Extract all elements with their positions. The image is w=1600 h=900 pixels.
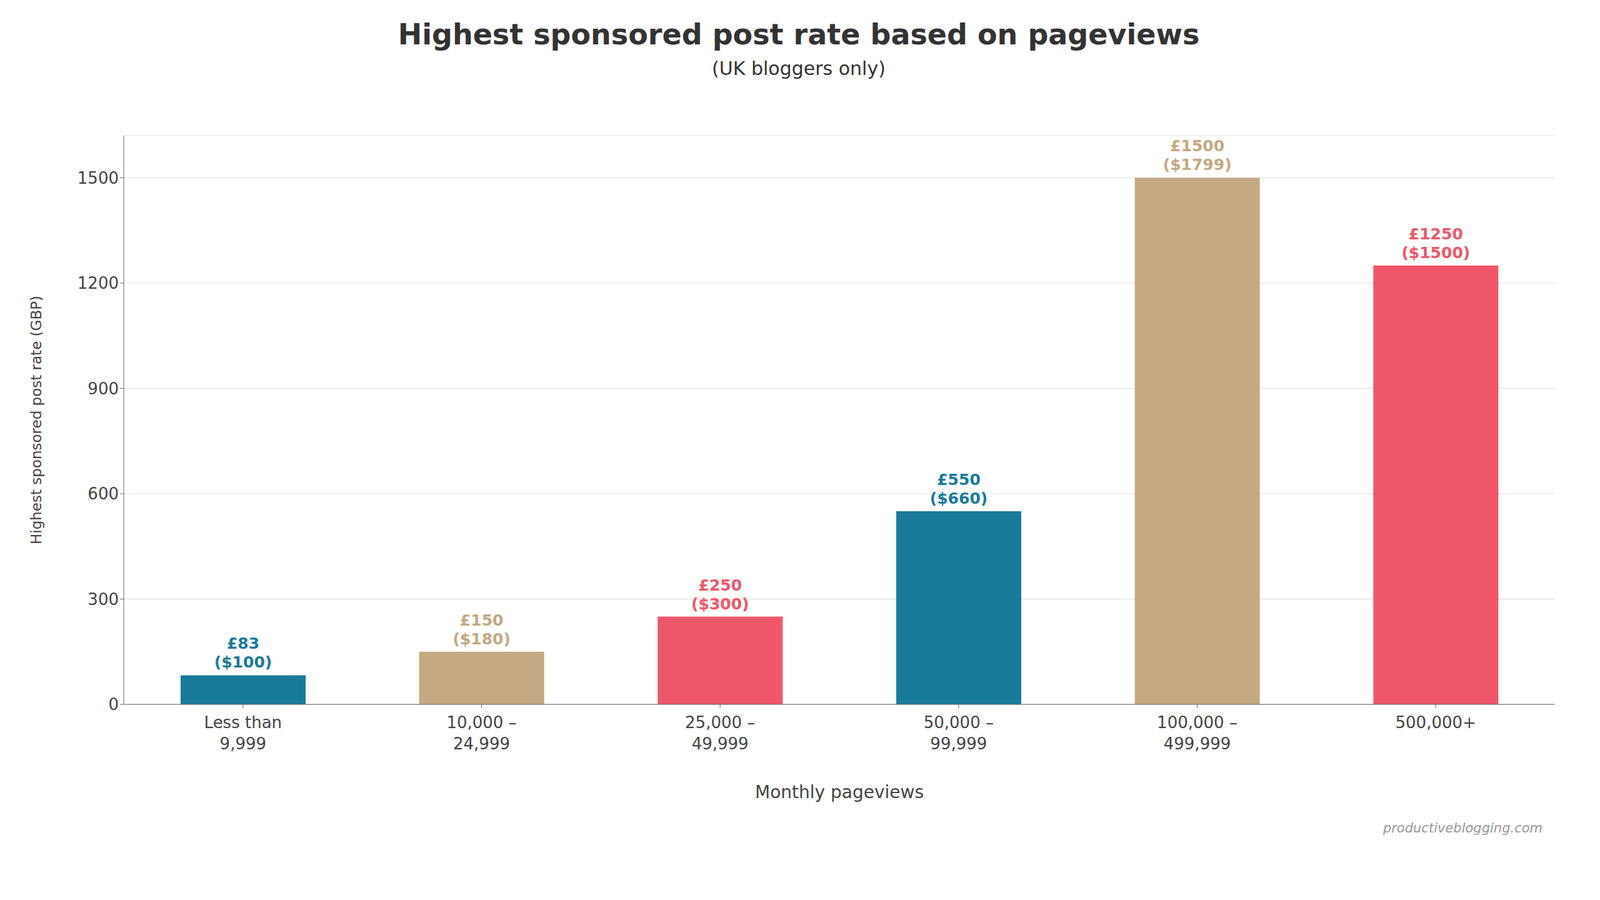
svg-text:25,000 –49,999: 25,000 –49,999 [685, 713, 755, 754]
svg-text:£550($660): £550($660) [930, 470, 988, 508]
svg-text:£1250($1500): £1250($1500) [1401, 225, 1470, 262]
svg-text:Highest sponsored post rate (G: Highest sponsored post rate (GBP) [28, 295, 45, 545]
html-text:Highest sponsored post rate ba: Highest sponsored post rate based on pag… [397, 17, 1200, 52]
svg-text:900: 900 [87, 379, 119, 399]
svg-text:£150($180): £150($180) [452, 611, 510, 649]
svg-text:1200: 1200 [77, 273, 119, 293]
html-text:(UK bloggers only): (UK bloggers only) [711, 57, 886, 80]
svg-text:Monthly pageviews: Monthly pageviews [755, 781, 924, 803]
svg-text:600: 600 [87, 484, 119, 504]
html-text:productiveblogging.com: productiveblogging.com [1383, 820, 1543, 836]
svg-text:300: 300 [87, 590, 119, 609]
svg-text:10,000 –24,999: 10,000 –24,999 [446, 713, 517, 754]
svg-text:£1500($1799): £1500($1799) [1163, 136, 1232, 174]
svg-text:100,000 –499,999: 100,000 –499,999 [1156, 713, 1238, 754]
svg-text:0: 0 [108, 695, 119, 714]
svg-text:1500: 1500 [77, 168, 119, 188]
svg-text:50,000 –99,999: 50,000 –99,999 [923, 713, 994, 754]
svg-text:£83($100): £83($100) [214, 634, 272, 672]
svg-text:Less than9,999: Less than9,999 [204, 713, 282, 754]
svg-text:500,000+: 500,000+ [1395, 713, 1477, 732]
svg-text:£250($300): £250($300) [691, 576, 749, 614]
